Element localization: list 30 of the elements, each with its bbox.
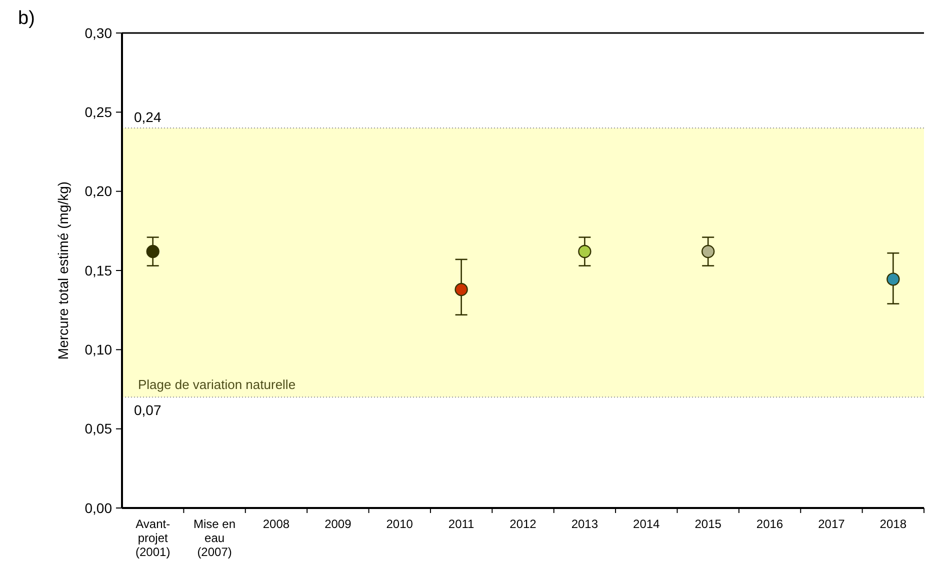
x-tick-label: Avant- projet (2001) [136, 517, 170, 559]
y-tick-label: 0,05 [84, 420, 112, 437]
point [886, 272, 900, 286]
x-tick-label: 2009 [324, 517, 352, 531]
x-tick-label: 2011 [448, 517, 475, 531]
y-axis-title: Mercure total estimé (mg/kg) [55, 181, 71, 360]
x-tick-label: 2012 [510, 517, 537, 531]
y-tick-label: 0,30 [84, 24, 112, 41]
x-tick-label: 2017 [818, 517, 846, 531]
y-tick-label: 0,20 [84, 183, 112, 200]
x-tick-label: 2015 [694, 517, 722, 531]
y-tick-label: 0,15 [84, 262, 112, 278]
x-tick-label: 2014 [633, 517, 660, 531]
point [146, 244, 160, 258]
band-label: Plage de variation naturelle [138, 377, 296, 392]
x-tick-label: 2016 [756, 517, 784, 531]
x-tick-label: 2008 [262, 517, 290, 531]
chart-title: b) [18, 8, 35, 29]
point [578, 244, 592, 258]
point [701, 244, 715, 258]
x-tick-label: 2018 [880, 517, 907, 531]
y-tick-label: 0,00 [84, 500, 112, 516]
ref-line-label: 0,07 [134, 402, 162, 418]
point [454, 282, 468, 296]
x-tick-label: 2013 [571, 517, 598, 531]
ref-line-label: 0,24 [134, 109, 162, 125]
y-tick-label: 0,25 [84, 104, 112, 120]
x-tick-label: Mise en eau (2007) [194, 517, 236, 559]
y-tick-label: 0,10 [84, 342, 112, 358]
x-tick-label: 2010 [386, 517, 414, 531]
